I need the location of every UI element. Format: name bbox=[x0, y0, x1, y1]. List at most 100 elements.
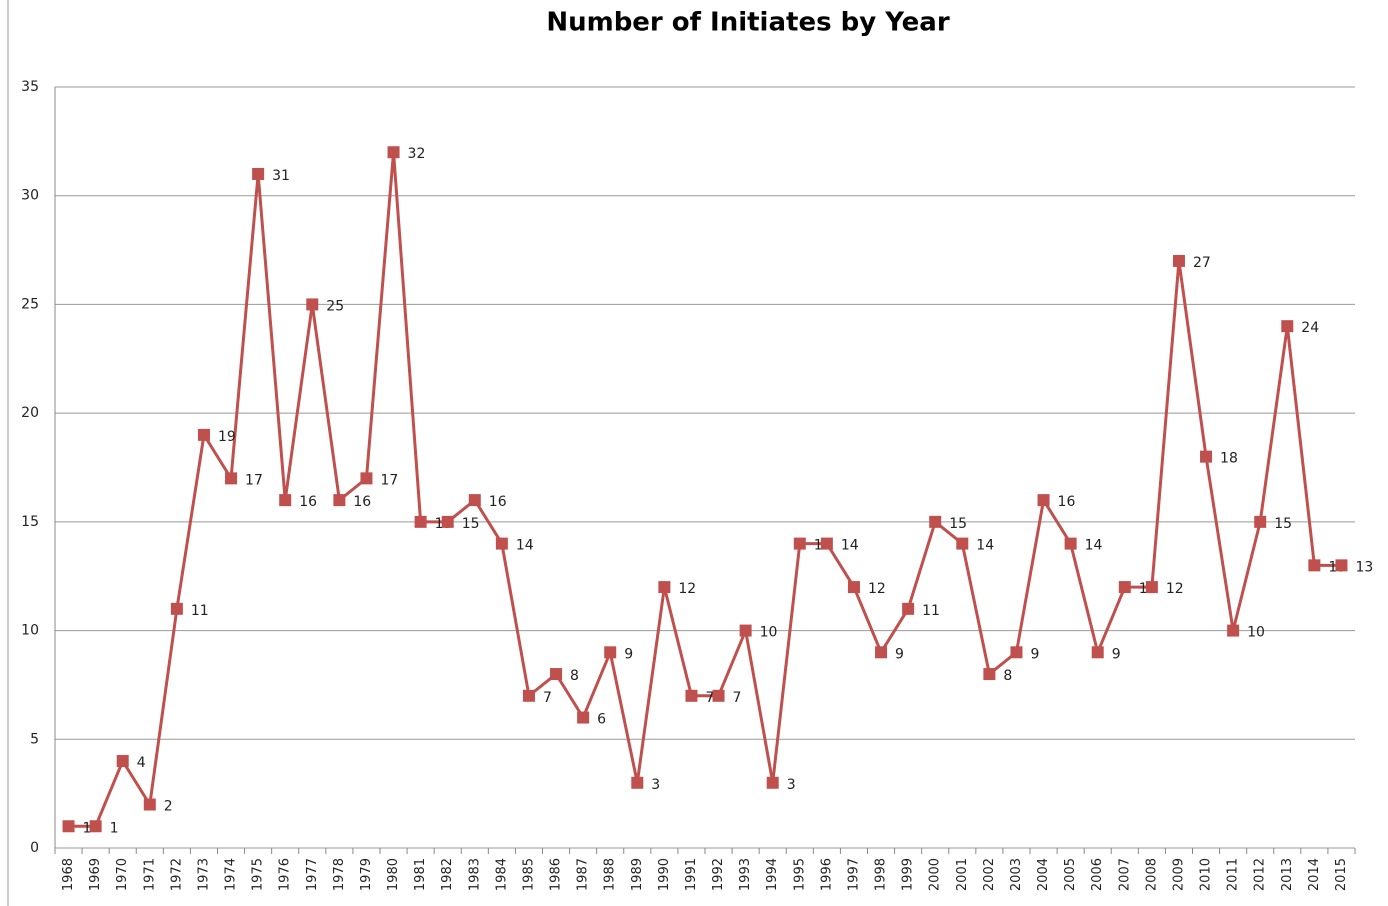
data-label: 7 bbox=[543, 690, 552, 706]
data-label: 3 bbox=[787, 777, 796, 793]
x-tick-label: 1969 bbox=[88, 858, 103, 891]
data-label: 27 bbox=[1193, 255, 1211, 271]
data-label: 17 bbox=[245, 472, 263, 488]
x-tick-label: 1976 bbox=[278, 858, 293, 891]
data-point bbox=[414, 515, 427, 528]
chart-title: Number of Initiates by Year bbox=[546, 8, 950, 38]
data-label: 14 bbox=[516, 538, 534, 554]
data-label: 16 bbox=[489, 494, 507, 510]
x-tick-label: 1983 bbox=[467, 858, 482, 891]
data-point bbox=[170, 602, 183, 615]
x-tick-label: 2014 bbox=[1307, 858, 1322, 891]
y-tick-label: 30 bbox=[21, 188, 39, 204]
data-label: 1 bbox=[110, 820, 119, 836]
x-tick-label: 2003 bbox=[1009, 858, 1024, 891]
data-point bbox=[929, 515, 942, 528]
data-label: 11 bbox=[191, 603, 209, 619]
data-label: 8 bbox=[1003, 668, 1012, 684]
x-tick-label: 2006 bbox=[1090, 858, 1105, 891]
data-label: 9 bbox=[1030, 646, 1039, 662]
data-label: 18 bbox=[1220, 451, 1238, 467]
data-point bbox=[1172, 254, 1185, 267]
x-tick-label: 1990 bbox=[657, 858, 672, 891]
x-tick-label: 2005 bbox=[1063, 858, 1078, 891]
data-line bbox=[68, 152, 1342, 828]
data-point bbox=[360, 472, 373, 485]
x-tick-label: 2010 bbox=[1199, 858, 1214, 891]
x-tick-label: 1978 bbox=[332, 858, 347, 891]
x-tick-label: 1999 bbox=[901, 858, 916, 891]
data-label: 11 bbox=[922, 603, 940, 619]
data-label: 8 bbox=[570, 668, 579, 684]
data-label: 14 bbox=[976, 538, 994, 554]
x-tick-label: 2007 bbox=[1117, 858, 1132, 891]
data-point bbox=[1200, 450, 1213, 463]
x-tick-label: 2002 bbox=[982, 858, 997, 891]
data-point bbox=[712, 689, 725, 702]
data-label: 15 bbox=[949, 516, 967, 532]
data-point bbox=[225, 472, 238, 485]
data-point bbox=[252, 167, 265, 180]
x-tick-label: 1974 bbox=[224, 858, 239, 891]
data-point bbox=[956, 537, 969, 550]
data-point bbox=[116, 755, 129, 768]
x-tick-label: 1987 bbox=[576, 858, 591, 891]
x-tick-label: 1998 bbox=[874, 858, 889, 891]
x-tick-label: 2013 bbox=[1280, 858, 1295, 891]
data-label: 17 bbox=[380, 472, 398, 488]
data-label: 9 bbox=[624, 646, 633, 662]
data-point bbox=[1064, 537, 1077, 550]
data-point bbox=[197, 428, 210, 441]
x-tick-label: 1997 bbox=[846, 858, 861, 891]
x-tick-label: 1984 bbox=[494, 858, 509, 891]
x-tick-label: 1981 bbox=[413, 858, 428, 891]
data-label: 25 bbox=[326, 298, 344, 314]
data-label: 32 bbox=[408, 146, 426, 162]
x-tick-label: 2004 bbox=[1036, 858, 1051, 891]
data-point bbox=[468, 494, 481, 507]
y-tick-label: 25 bbox=[21, 296, 39, 312]
data-point bbox=[1281, 320, 1294, 333]
data-point bbox=[847, 581, 860, 594]
data-point bbox=[62, 820, 75, 833]
data-point bbox=[387, 146, 400, 159]
data-label: 12 bbox=[1166, 581, 1184, 597]
data-label: 19 bbox=[218, 429, 236, 445]
x-tick-label: 2011 bbox=[1226, 858, 1241, 891]
data-label: 9 bbox=[895, 646, 904, 662]
data-label: 12 bbox=[868, 581, 886, 597]
data-point bbox=[1091, 646, 1104, 659]
data-label: 9 bbox=[1112, 646, 1121, 662]
x-tick-label: 1982 bbox=[440, 858, 455, 891]
x-tick-label: 1993 bbox=[738, 858, 753, 891]
x-tick-label: 2015 bbox=[1334, 858, 1349, 891]
data-label: 7 bbox=[733, 690, 742, 706]
x-tick-label: 1977 bbox=[305, 858, 320, 891]
data-label: 14 bbox=[841, 538, 859, 554]
x-tick-label: 1970 bbox=[115, 858, 130, 891]
data-label: 13 bbox=[1355, 559, 1373, 575]
x-tick-label: 1992 bbox=[711, 858, 726, 891]
data-point bbox=[1335, 559, 1348, 572]
data-label: 16 bbox=[299, 494, 317, 510]
data-label: 1 bbox=[83, 820, 92, 836]
x-tick-label: 1989 bbox=[630, 858, 645, 891]
x-tick-label: 1985 bbox=[521, 858, 536, 891]
data-label: 4 bbox=[137, 755, 146, 771]
y-tick-label: 0 bbox=[30, 840, 39, 856]
data-point bbox=[441, 515, 454, 528]
x-tick-label: 1972 bbox=[169, 858, 184, 891]
x-tick-label: 1988 bbox=[603, 858, 618, 891]
x-tick-label: 2001 bbox=[955, 858, 970, 891]
data-point bbox=[550, 668, 563, 681]
data-point bbox=[766, 776, 779, 789]
data-label: 16 bbox=[1058, 494, 1076, 510]
y-tick-label: 15 bbox=[21, 514, 39, 530]
data-point bbox=[89, 820, 102, 833]
data-point bbox=[306, 298, 319, 311]
data-point bbox=[631, 776, 644, 789]
data-label: 15 bbox=[1274, 516, 1292, 532]
data-point bbox=[143, 798, 156, 811]
data-label: 16 bbox=[353, 494, 371, 510]
data-label: 2 bbox=[164, 799, 173, 815]
